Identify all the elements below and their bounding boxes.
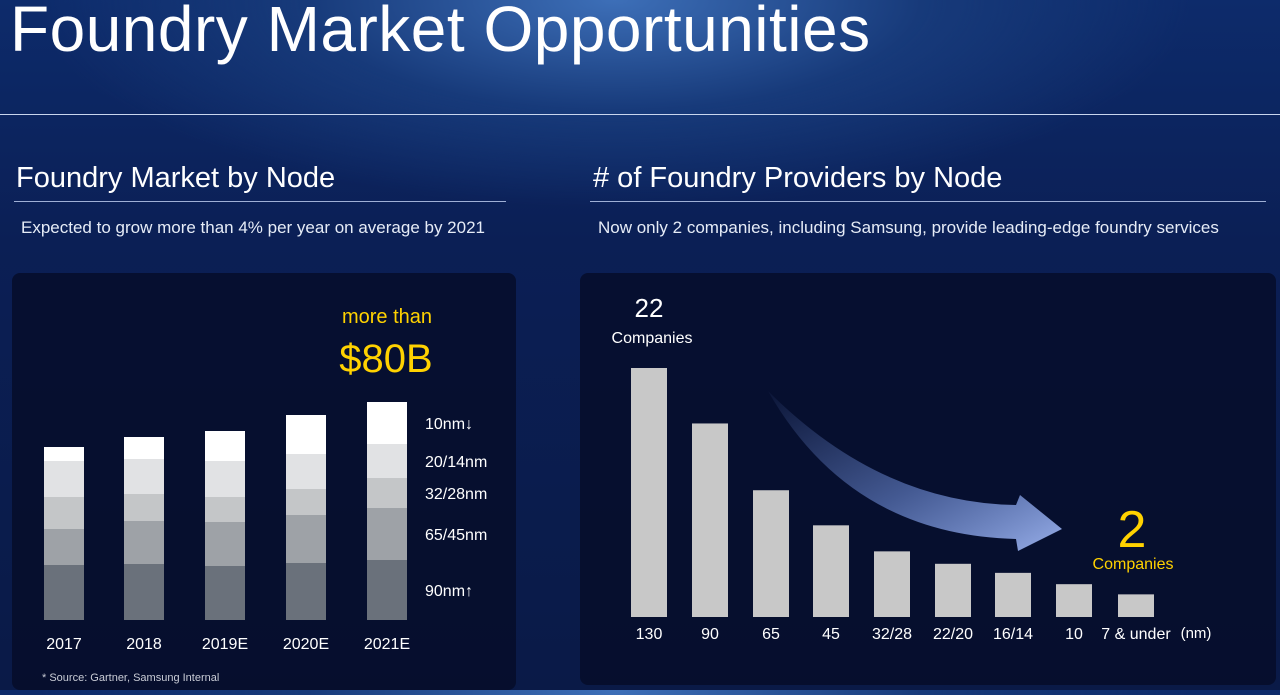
stack-segment [367, 560, 407, 620]
decline-arrow [768, 391, 1062, 551]
right-section-subtitle: Now only 2 companies, including Samsung,… [598, 218, 1219, 237]
end-count: 2 [1118, 501, 1147, 559]
stack-segment [44, 565, 84, 620]
stack-segment [124, 521, 164, 564]
x-tick-label: 2018 [126, 636, 162, 653]
stack-segment [286, 454, 326, 489]
left-heading-rule [14, 201, 506, 202]
stack-segment [205, 566, 245, 620]
x-tick-label: 2020E [283, 636, 329, 653]
callout-small-text: more than [342, 306, 432, 328]
stack-segment [44, 461, 84, 497]
provider-bar [631, 368, 667, 617]
end-count-label: Companies [1093, 556, 1174, 573]
provider-bar [692, 423, 728, 617]
provider-bar [813, 525, 849, 617]
stack-segment [124, 437, 164, 459]
source-note: * Source: Gartner, Samsung Internal [42, 672, 219, 684]
axis-unit-label: (nm) [1181, 625, 1212, 642]
legend-label: 10nm↓ [425, 416, 473, 433]
legend-label: 32/28nm [425, 486, 487, 503]
provider-bar [1056, 584, 1092, 617]
callout-big-text: $80B [339, 337, 432, 381]
stack-segment [286, 415, 326, 454]
stack-segment [44, 497, 84, 529]
legend-label: 90nm↑ [425, 583, 473, 600]
x-tick-label: 65 [762, 626, 780, 643]
x-tick-label: 16/14 [993, 626, 1033, 643]
stack-segment [367, 508, 407, 560]
stack-segment [205, 461, 245, 497]
start-count: 22 [635, 293, 664, 323]
left-section-heading: Foundry Market by Node [16, 162, 336, 194]
providers-by-node-chart: 22 Companies 2 Companies (nm) 130 90 65 45 3… [612, 293, 1212, 643]
right-section-heading: # of Foundry Providers by Node [593, 162, 1003, 194]
stack-segment [367, 402, 407, 444]
stack-segment [44, 529, 84, 565]
title-divider [0, 114, 1280, 115]
stack-segment [124, 494, 164, 521]
market-chart-panel: more than $80B * Source: Gartner, Samsun… [12, 273, 516, 690]
stack-segment [367, 444, 407, 478]
provider-bar [935, 563, 971, 617]
x-tick-label: 2017 [46, 636, 82, 653]
provider-bar [753, 490, 789, 617]
stack-segment [205, 497, 245, 522]
x-tick-label: 7 & under [1101, 626, 1171, 643]
market-by-node-chart: more than $80B * Source: Gartner, Samsun… [42, 306, 487, 684]
x-tick-label: 22/20 [933, 626, 973, 643]
provider-bar [874, 551, 910, 617]
x-tick-label: 2019E [202, 636, 248, 653]
providers-chart-panel: 22 Companies 2 Companies (nm) 130 90 65 45 3… [580, 273, 1276, 685]
x-tick-label: 90 [701, 626, 719, 643]
x-tick-label: 10 [1065, 626, 1083, 643]
start-count-label: Companies [612, 330, 693, 347]
x-tick-label: 130 [636, 626, 663, 643]
legend-label: 65/45nm [425, 527, 487, 544]
stack-segment [124, 459, 164, 494]
x-tick-label: 32/28 [872, 626, 912, 643]
stack-segment [286, 489, 326, 515]
stack-segment [44, 447, 84, 461]
right-heading-rule [590, 201, 1266, 202]
provider-bar [995, 572, 1031, 617]
x-tick-label: 45 [822, 626, 840, 643]
stack-segment [286, 515, 326, 563]
stack-segment [205, 522, 245, 566]
legend-label: 20/14nm [425, 454, 487, 471]
page-title: Foundry Market Opportunities [10, 0, 871, 65]
x-tick-label: 2021E [364, 636, 410, 653]
left-section-subtitle: Expected to grow more than 4% per year o… [21, 218, 486, 237]
stack-segment [124, 564, 164, 620]
stack-segment [205, 431, 245, 461]
provider-bar [1118, 594, 1154, 617]
stack-segment [286, 563, 326, 620]
stack-segment [367, 478, 407, 508]
